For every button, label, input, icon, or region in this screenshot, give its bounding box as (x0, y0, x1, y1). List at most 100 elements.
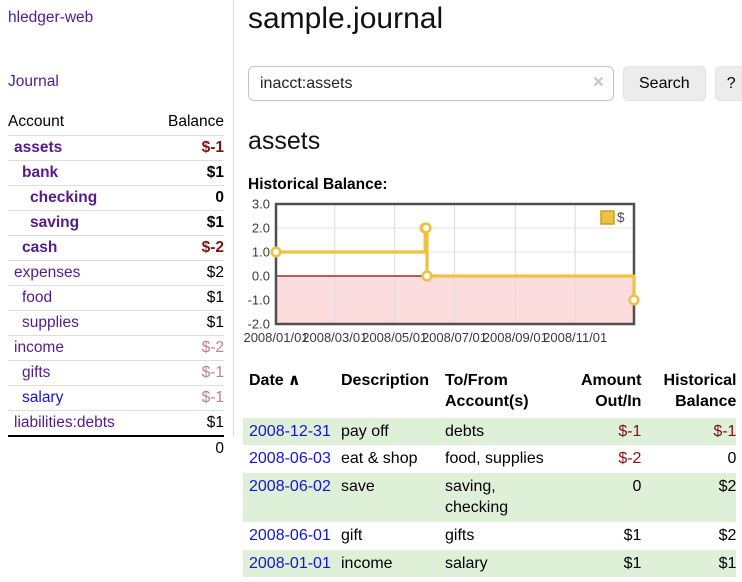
register-row: 2008-06-02 save saving, checking 0 $2 (243, 472, 737, 522)
account-name-cell: gifts (8, 360, 150, 386)
account-link[interactable]: saving (30, 214, 80, 231)
account-row: checking 0 (8, 185, 224, 211)
account-row: cash $-2 (8, 235, 224, 261)
account-name-cell: liabilities:debts (8, 411, 150, 437)
svg-text:-2.0: -2.0 (248, 317, 270, 332)
date-cell: 2008-06-02 (243, 473, 341, 522)
accounts-total-spacer (8, 435, 150, 461)
account-row: gifts $-1 (8, 360, 224, 386)
account-balance: $-2 (149, 235, 224, 261)
account-balance: $1 (206, 414, 224, 431)
date-cell: 2008-06-03 (243, 445, 341, 473)
account-link[interactable]: checking (30, 189, 98, 206)
date-cell: 2008-12-31 (243, 418, 341, 446)
svg-text:2008/07/01: 2008/07/01 (422, 330, 487, 345)
date-link[interactable]: 2008-01-01 (249, 554, 331, 572)
amount-cell: $-2 (618, 450, 642, 468)
date-link[interactable]: 2008-06-02 (249, 477, 331, 495)
account-row: income $-2 (8, 335, 224, 361)
balance-cell: $2 (718, 526, 737, 544)
plot-border (274, 202, 636, 326)
register-row: 2008-06-01 gift gifts $1 $2 (243, 522, 736, 550)
account-balance: $1 (149, 310, 224, 336)
search-input[interactable] (248, 66, 614, 101)
account-link[interactable]: salary (22, 389, 64, 406)
clear-search-icon[interactable]: × (592, 72, 604, 93)
data-point-marker (421, 270, 433, 282)
account-name-cell: expenses (8, 260, 150, 286)
date-link[interactable]: 2008-12-31 (249, 422, 331, 440)
account-link[interactable]: income (14, 339, 64, 356)
chart-label: Historical Balance: (248, 176, 388, 193)
accounts-table: Account Balance assets $-1 bank $1 checking 0… (8, 110, 224, 461)
accounts-header-row: Account Balance (8, 110, 224, 136)
description-cell: eat & shop (341, 450, 418, 468)
register-col-description: Description (341, 372, 430, 389)
account-row: bank $1 (8, 160, 224, 186)
account-row: salary $-1 (8, 385, 224, 411)
account-balance: $1 (149, 210, 224, 236)
account-link[interactable]: expenses (14, 264, 81, 281)
account-link[interactable]: assets (14, 139, 63, 156)
account-link[interactable]: supplies (22, 314, 79, 331)
accounts-total-value: 0 (149, 435, 224, 461)
account-balance: $-1 (149, 385, 224, 411)
account-balance: $2 (149, 260, 224, 286)
main-content: sample.journal × Search ? assets Histori… (234, 0, 742, 578)
account-name-cell: salary (8, 385, 150, 411)
balance-cell: 0 (727, 450, 737, 468)
account-name-cell: food (8, 285, 150, 311)
accounts-cell: saving, checking (445, 477, 509, 517)
accounts-total-row: 0 (8, 435, 224, 461)
brand-link[interactable]: hledger-web (8, 9, 94, 26)
help-button[interactable]: ? (714, 66, 742, 101)
account-balance: $-1 (149, 135, 224, 161)
account-balance: 0 (149, 185, 224, 211)
legend-label: $ (617, 210, 625, 225)
account-balance: $-2 (149, 335, 224, 361)
sidebar: hledger-web Journal Account Balance asse… (0, 0, 234, 461)
account-balance: $1 (149, 285, 224, 311)
accounts-col-account: Account (8, 110, 150, 136)
svg-text:3.0: 3.0 (252, 197, 270, 212)
register-col-date[interactable]: Date ∧ (249, 372, 301, 389)
sidebar-item-journal[interactable]: Journal (8, 73, 59, 90)
description-cell: save (341, 477, 375, 495)
account-row: food $1 (8, 285, 224, 311)
search-button[interactable]: Search (623, 66, 706, 101)
account-link[interactable]: gifts (22, 364, 51, 381)
account-link[interactable]: bank (22, 164, 59, 181)
account-name-cell: cash (8, 235, 150, 261)
svg-text:2008/09/01: 2008/09/01 (483, 330, 548, 345)
register-table: Date ∧ Description To/From Account(s) Amo… (243, 371, 737, 578)
description-cell: pay off (341, 422, 389, 440)
balance-cell: $2 (718, 477, 737, 495)
page-title: sample.journal (248, 2, 444, 35)
balance-cell: $1 (718, 554, 737, 572)
account-balance: $-1 (149, 360, 224, 386)
register-row: 2008-12-31 pay off debts $-1 $-1 (243, 417, 737, 446)
amount-cell: 0 (632, 477, 642, 495)
register-col-amount: Amount Out/In (581, 372, 642, 410)
svg-text:2008/01/01: 2008/01/01 (243, 330, 308, 345)
accounts-cell: gifts (445, 526, 475, 544)
accounts-cell: debts (445, 422, 485, 440)
account-link[interactable]: liabilities:debts (14, 414, 115, 431)
legend-swatch (600, 210, 615, 225)
account-name-cell: assets (8, 135, 150, 161)
register-col-accounts: To/From Account(s) (445, 372, 529, 410)
sort-asc-icon: ∧ (287, 372, 301, 389)
account-row: saving $1 (8, 210, 224, 236)
amount-cell: $1 (623, 526, 642, 544)
date-cell: 2008-06-01 (243, 522, 341, 550)
account-link[interactable]: food (22, 289, 53, 306)
date-cell: 2008-01-01 (243, 550, 341, 578)
account-row: expenses $2 (8, 260, 224, 286)
amount-cell: $-1 (618, 422, 642, 440)
svg-text:2008/05/01: 2008/05/01 (362, 330, 427, 345)
date-link[interactable]: 2008-06-01 (249, 526, 331, 544)
account-link[interactable]: cash (22, 239, 58, 256)
svg-text:2008/11/01: 2008/11/01 (543, 330, 607, 345)
date-link[interactable]: 2008-06-03 (249, 450, 331, 468)
